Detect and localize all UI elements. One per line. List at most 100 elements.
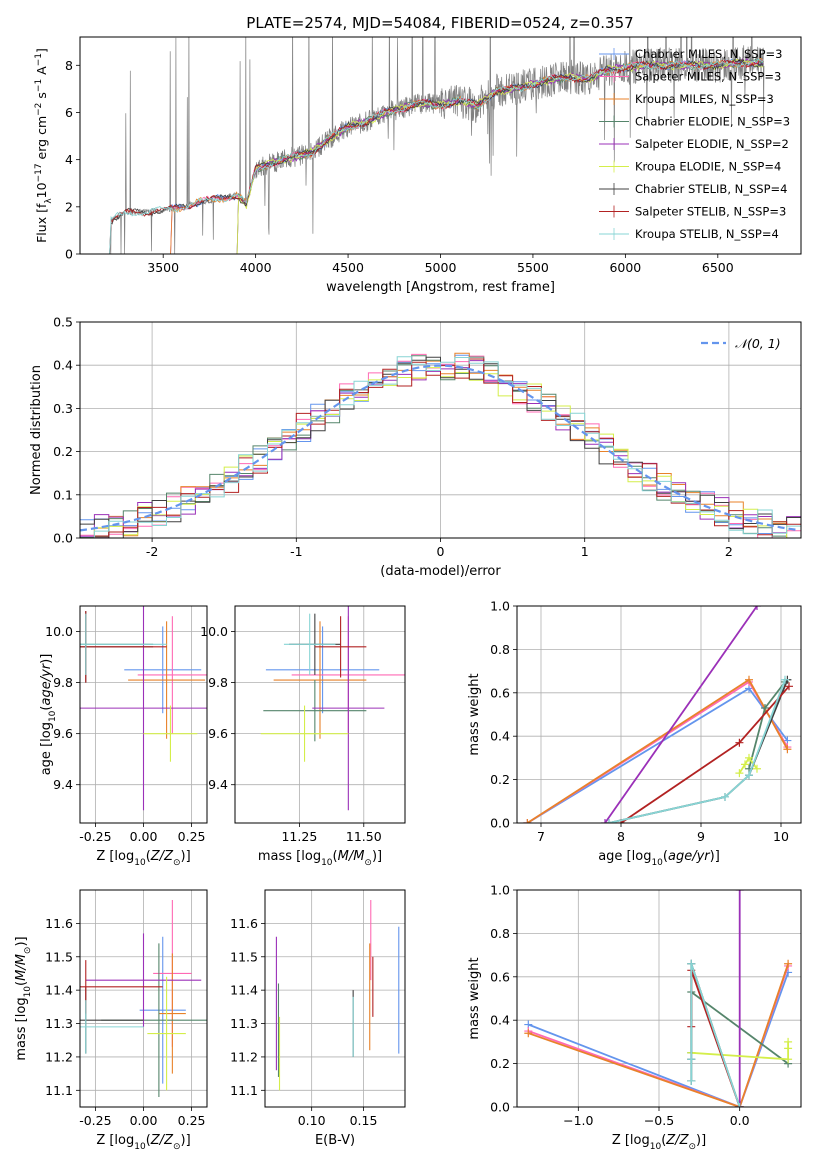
label-part: )] [181, 1133, 191, 1148]
x-axis-label: (data-model)/error [380, 564, 501, 579]
x-tick-label: 7 [537, 829, 545, 844]
y-tick-label: 9.6 [208, 726, 228, 741]
y-tick-label: 2 [65, 199, 73, 214]
weight-marker-kroupa-miles [784, 959, 793, 968]
label-part: )] [710, 849, 720, 864]
label-part: erg cm [34, 116, 49, 164]
panel-age-vs-mass: 11.25 11.50 9.4 9.6 9.8 10.0 mass [log10(M/M⊙)… [200, 605, 406, 868]
label-part: mass [log [14, 997, 29, 1060]
weight-marker-kroupa-elodie [745, 753, 753, 762]
x-tick-label: 9 [697, 829, 705, 844]
y-tick-label: 11.1 [45, 1083, 73, 1098]
axes-frame [234, 605, 406, 824]
y-axis-label: Normed distribution [29, 365, 44, 495]
figure-title: PLATE=2574, MJD=54084, FIBERID=0524, z=0… [246, 14, 633, 32]
y-tick-label: 11.5 [230, 949, 258, 964]
y-tick-label: 0.5 [53, 315, 73, 330]
y-tick-label: 0.6 [490, 685, 510, 700]
y-tick-label: 0.0 [53, 531, 73, 546]
axes-frame [264, 889, 406, 1108]
x-tick-label: 0.00 [130, 829, 158, 844]
y-tick-label: 11.2 [230, 1049, 258, 1064]
plot-area-age-vs-Z [80, 606, 207, 811]
label-part: )] [696, 1133, 706, 1148]
y-tick-label: 9.4 [208, 777, 228, 792]
x-tick-label: 0.25 [178, 829, 206, 844]
label-part: 10 [651, 858, 663, 868]
label-part: mass [log [258, 849, 321, 864]
label-part: ( [39, 706, 54, 711]
legend-label-kroupa-stelib: Kroupa STELIB, N_SSP=4 [635, 227, 779, 241]
plot-area-age-vs-mass [260, 606, 405, 811]
y-tick-label: 0.3 [53, 401, 73, 416]
label-part: ⊙ [364, 858, 372, 868]
label-part: −1 [34, 53, 44, 66]
y-tick-label: 0.1 [53, 487, 73, 502]
y-tick-label: 0.4 [490, 1013, 510, 1028]
y-tick-label: 0 [65, 247, 73, 262]
legend-label-normal: 𝒩(0, 1) [735, 336, 781, 351]
x-tick-label: 10 [773, 829, 789, 844]
x-axis-label: Z [log10(Z/Z⊙)] [612, 1133, 706, 1152]
y-axis-label: mass weight [467, 673, 482, 755]
y-tick-label: 9.4 [53, 777, 73, 792]
x-axis-label: age [log10(age/yr)] [598, 849, 720, 868]
label-part: )] [14, 936, 29, 946]
label-part: −17 [34, 163, 44, 182]
weight-marker-kroupa-stelib [687, 959, 696, 968]
y-tick-label: 0.0 [490, 1100, 510, 1115]
x-tick-label: 6500 [702, 260, 734, 275]
x-tick-label: 5500 [517, 260, 549, 275]
y-tick-label: 0.6 [490, 969, 510, 984]
label-part: ⊙ [688, 1142, 696, 1152]
x-tick-label: 8 [617, 829, 625, 844]
y-tick-label: 11.3 [230, 1016, 258, 1031]
y-tick-label: 1.0 [490, 599, 510, 614]
label-part: age/yr [39, 662, 54, 705]
y-tick-label: 9.8 [208, 675, 228, 690]
axes-frame [79, 889, 208, 1108]
weight-marker-salpeter-elodie [735, 890, 744, 894]
plot-area-spectrum [109, 37, 765, 254]
label-part: age [log [598, 849, 651, 864]
panel-mass-weight-vs-Z: −1.0 −0.5 0.0 0.0 0.2 0.4 0.6 0.8 1.0 Z [log10(Z/… [467, 883, 802, 1152]
weight-marker-kroupa-stelib [781, 675, 789, 684]
weight-marker-kroupa-miles [523, 819, 532, 823]
y-tick-label: 0.2 [490, 1056, 510, 1071]
label-part: 10 [134, 858, 146, 868]
weight-marker-kroupa-stelib [687, 1076, 696, 1085]
axes-frame [79, 36, 802, 255]
plot-area-residuals [80, 352, 801, 538]
weight-line-kroupa-miles [526, 678, 789, 823]
y-tick-label: 0.4 [53, 358, 73, 373]
x-tick-label: 6000 [609, 260, 641, 275]
y-tick-label: 6 [65, 105, 73, 120]
legend-label-chabrier-miles: Chabrier MILES, N_SSP=3 [635, 47, 782, 61]
legend-label-chabrier-stelib: Chabrier STELIB, N_SSP=4 [635, 182, 787, 196]
label-part: ( [146, 849, 151, 864]
weight-marker-kroupa-stelib [687, 1055, 696, 1064]
weight-line-kroupa-miles [528, 963, 789, 1107]
x-tick-label: −1.0 [563, 1113, 593, 1128]
x-tick-label: −0.5 [644, 1113, 674, 1128]
weight-marker-kroupa-elodie [784, 1037, 793, 1046]
y-tick-label: 11.4 [230, 983, 258, 998]
y-tick-label: 0.2 [53, 444, 73, 459]
panel-mass-vs-Z: -0.25 0.00 0.25 11.1 11.2 11.3 11.4 11.5 11.6 Z [… [14, 889, 208, 1152]
plot-area-mass-weight-vs-Z [524, 890, 793, 1107]
x-tick-label: 3500 [147, 260, 179, 275]
x-tick-label: -1 [290, 544, 302, 559]
label-part: Z [log [612, 1133, 650, 1148]
weight-line-salpeter-elodie [604, 606, 758, 823]
weight-marker-kroupa-stelib [735, 1103, 744, 1107]
plot-area-mass-vs-EBV [275, 900, 400, 1091]
y-tick-label: 0.4 [490, 729, 510, 744]
panel-mass-vs-EBV: 0.10 0.15 11.1 11.2 11.3 11.4 11.5 11.6 E(B-V) [230, 889, 406, 1148]
x-tick-label: 1 [581, 544, 589, 559]
plot-area-mass-vs-Z [80, 900, 207, 1097]
y-tick-label: 9.6 [53, 726, 73, 741]
legend-label-kroupa-miles: Kroupa MILES, N_SSP=3 [635, 92, 774, 106]
legend-label-salpeter-stelib: Salpeter STELIB, N_SSP=3 [635, 205, 786, 219]
spectrum-model-chabrier-stelib [109, 59, 764, 254]
x-tick-label: 5000 [425, 260, 457, 275]
